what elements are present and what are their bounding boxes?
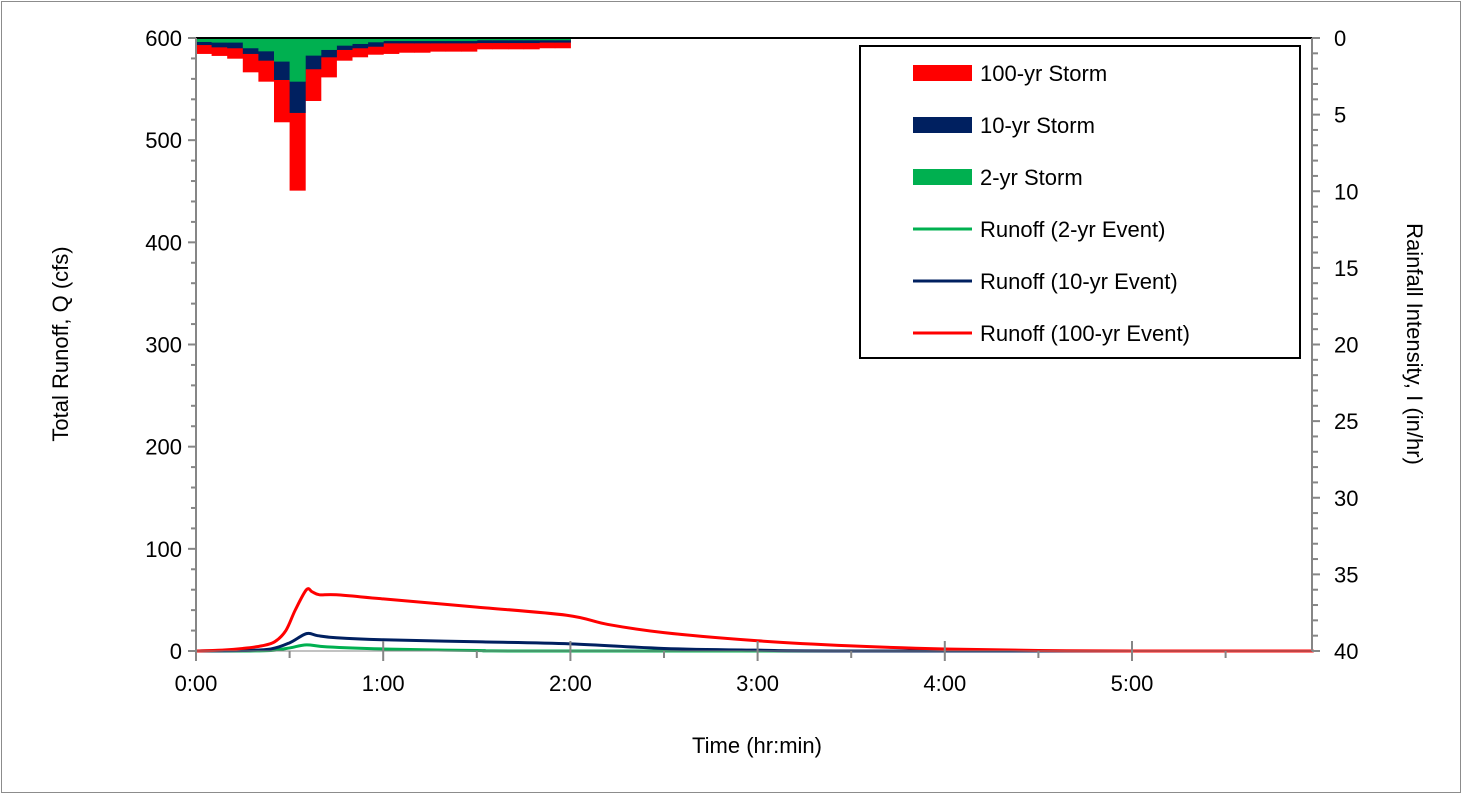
- rainfall-bar: [274, 38, 291, 62]
- rainfall-bar: [508, 38, 525, 44]
- rainfall-bar: [554, 38, 571, 49]
- rainfall-bar: [539, 38, 556, 49]
- rainfall-bar: [227, 38, 244, 49]
- x-tick-label: 5:00: [1111, 671, 1154, 696]
- y2-tick-label: 20: [1334, 333, 1358, 358]
- y-tick-label: 100: [145, 537, 182, 562]
- y2-tick-label: 40: [1334, 639, 1358, 664]
- rainfall-bar: [461, 38, 478, 42]
- y2-tick-label: 0: [1334, 26, 1346, 51]
- rainfall-bar: [523, 38, 540, 50]
- legend-label: 100-yr Storm: [980, 61, 1107, 86]
- x-tick-label: 3:00: [736, 671, 779, 696]
- y2-tick-label: 25: [1334, 409, 1358, 434]
- rainfall-bar: [305, 38, 322, 56]
- rainfall-bar: [445, 38, 462, 42]
- legend-label: 10-yr Storm: [980, 113, 1095, 138]
- x-axis-label: Time (hr:min): [692, 733, 822, 758]
- x-tick-label: 4:00: [923, 671, 966, 696]
- rainfall-bar: [320, 38, 337, 50]
- rainfall-bar: [492, 38, 509, 41]
- rainfall-bar: [242, 38, 259, 49]
- y2-axis-label: Rainfall Intensity, I (in/hr): [1402, 223, 1427, 465]
- rainfall-bar: [539, 38, 556, 41]
- legend-swatch: [913, 65, 972, 81]
- y2-tick-label: 30: [1334, 486, 1358, 511]
- y-axis-label: Total Runoff, Q (cfs): [48, 246, 73, 441]
- rainfall-bar: [476, 38, 493, 50]
- rainfall-bar: [352, 38, 369, 44]
- rainfall-bar: [336, 38, 353, 46]
- legend-label: 2-yr Storm: [980, 165, 1083, 190]
- legend-label: Runoff (10-yr Event): [980, 269, 1178, 294]
- y-tick-label: 400: [145, 230, 182, 255]
- rainfall-bar: [211, 38, 228, 48]
- rainfall-bar: [523, 38, 540, 44]
- rainfall-bar: [211, 38, 228, 43]
- x-tick-label: 1:00: [362, 671, 405, 696]
- hyetograph-bars: [196, 38, 571, 191]
- y2-tick-label: 15: [1334, 256, 1358, 281]
- axes: 0 100 200 300 400 500 600 0 5 10 15 20 25 30 35 40 0:00 1…: [145, 26, 1358, 696]
- legend-swatch: [913, 117, 972, 133]
- y2-tick-label: 35: [1334, 562, 1358, 587]
- rainfall-bar: [367, 38, 384, 47]
- x-tick-label: 2:00: [549, 671, 592, 696]
- runoff-lines: [195, 587, 1314, 653]
- rainfall-bar: [398, 38, 415, 42]
- legend: 100-yr Storm 10-yr Storm 2-yr Storm Runoff …: [859, 45, 1301, 359]
- legend-label: Runoff (100-yr Event): [980, 321, 1190, 346]
- rainfall-bar: [508, 38, 525, 50]
- rainfall-bar: [523, 38, 540, 41]
- rainfall-bar: [508, 38, 525, 41]
- y-tick-label: 200: [145, 435, 182, 460]
- y-tick-label: 300: [145, 333, 182, 358]
- legend-label: Runoff (2-yr Event): [980, 217, 1165, 242]
- rainfall-bar: [289, 38, 306, 82]
- y-tick-label: 500: [145, 128, 182, 153]
- rainfall-bar: [227, 38, 244, 43]
- x-tick-label: 0:00: [175, 671, 218, 696]
- rainfall-bar: [196, 38, 213, 42]
- y2-tick-label: 5: [1334, 103, 1346, 128]
- rainfall-bar: [430, 38, 447, 42]
- rainfall-bar: [383, 38, 400, 42]
- runoff-line: [195, 587, 1314, 653]
- rainfall-bar: [492, 38, 509, 50]
- rainfall-bar: [554, 38, 571, 41]
- y-tick-label: 0: [170, 639, 182, 664]
- legend-box: [859, 45, 1301, 359]
- legend-swatch: [913, 169, 972, 185]
- rainfall-bar: [258, 38, 275, 52]
- rainfall-bar: [476, 38, 493, 44]
- y-tick-label: 600: [145, 26, 182, 51]
- rainfall-bar: [367, 38, 384, 43]
- rainfall-bar: [476, 38, 493, 41]
- rainfall-bar: [414, 38, 431, 42]
- y2-tick-label: 10: [1334, 179, 1358, 204]
- rainfall-bar: [492, 38, 509, 44]
